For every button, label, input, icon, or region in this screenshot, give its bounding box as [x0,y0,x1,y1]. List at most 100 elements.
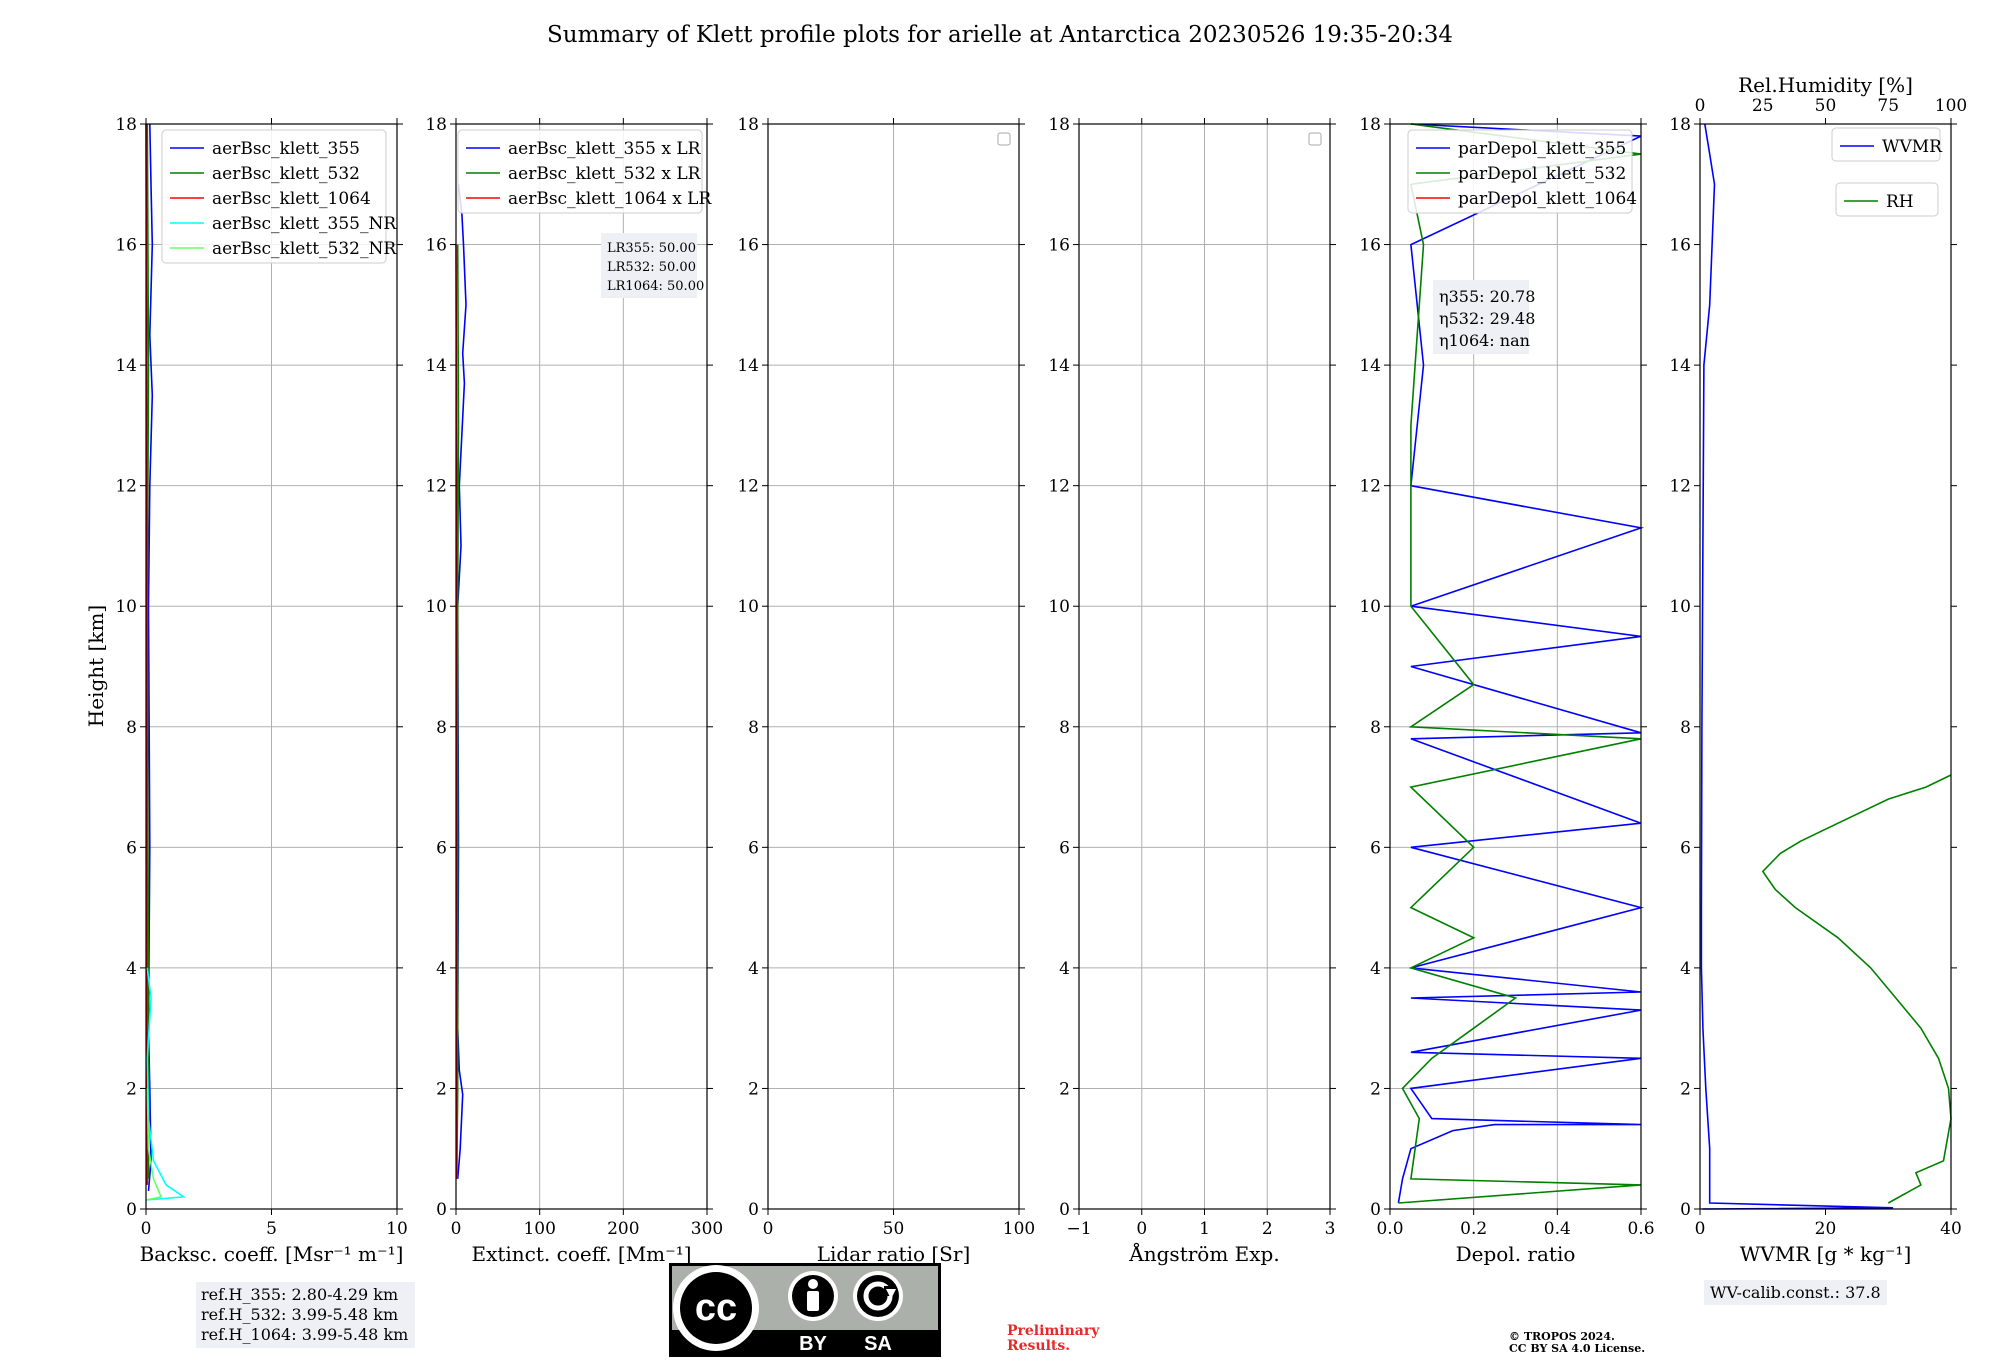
annotation-line: η1064: nan [1439,331,1530,350]
y-tick-label: 8 [748,718,759,738]
legend-entry: aerBsc_klett_355 x LR [508,139,702,159]
x2-tick-label: 25 [1752,96,1774,116]
series-line-parDepol_klett_532 [1398,123,1642,1204]
legend-backscatter [161,129,387,264]
y-tick-label: 8 [1370,718,1381,738]
y-tick-label: 16 [1669,236,1691,256]
ref-height-532: ref.H_532: 3.99-5.48 km [201,1305,399,1324]
y-tick-label: 6 [748,838,759,858]
x-axis-label: Backsc. coeff. [Msr⁻¹ m⁻¹] [140,1242,404,1266]
y-tick-label: 4 [1370,959,1381,979]
y-tick-label: 0 [436,1200,447,1220]
y-tick-label: 6 [126,838,137,858]
y-tick-label: 4 [1680,959,1691,979]
x-tick-label: 50 [883,1219,905,1239]
x-tick-label: 3 [1325,1219,1336,1239]
y-tick-label: 12 [1048,477,1070,497]
x-tick-label: 10 [386,1219,408,1239]
legend-box [1407,129,1633,214]
legend-entry: RH [1886,192,1914,212]
legend-box [1831,127,1941,162]
y-tick-label: 0 [1370,1200,1381,1220]
y-tick-label: 12 [1359,477,1381,497]
cc-license-badge: cc BY SA [668,1262,942,1358]
x-tick-label: 40 [1940,1219,1962,1239]
y-tick-label: 14 [115,356,137,376]
y-tick-label: 2 [1059,1079,1070,1099]
y-tick-label: 12 [737,477,759,497]
x-tick-label: 0.4 [1544,1219,1571,1239]
y-tick-label: 10 [1669,597,1691,617]
y-tick-label: 2 [748,1079,759,1099]
x-tick-label: 0.0 [1376,1219,1403,1239]
annotation-line: η532: 29.48 [1439,309,1535,328]
legend-entry: aerBsc_klett_355_NR [212,214,397,234]
x2-tick-label: 50 [1815,96,1837,116]
plot-frame [455,123,708,1210]
annotation-box [601,233,697,298]
y-tick-label: 2 [1680,1079,1691,1099]
x-tick-label: 0 [1695,1219,1706,1239]
y-tick-label: 16 [1359,236,1381,256]
y-tick-label: 4 [748,959,759,979]
y-tick-label: 2 [126,1079,137,1099]
y-tick-label: 14 [425,356,447,376]
y-tick-label: 10 [1359,597,1381,617]
x-tick-label: 2 [1262,1219,1273,1239]
panel-angstrom [1073,118,1336,1215]
y-tick-label: 18 [737,115,759,135]
y-tick-label: 10 [115,597,137,617]
empty-legend-lidar-ratio [997,132,1011,146]
series-line-parDepol_klett_355 [1397,123,1645,1204]
legend-box [457,129,703,214]
by-label: BY [799,1333,827,1355]
y-tick-label: 18 [425,115,447,135]
y-tick-label: 8 [436,718,447,738]
legend-box [161,129,387,264]
legend-wvmr [1831,127,1941,162]
legend-entry: parDepol_klett_355 [1458,139,1626,159]
series-line-aerBsc_klett_355_NR [145,967,187,1201]
panel-backscatter [140,118,403,1215]
y-tick-label: 14 [1048,356,1070,376]
y-tick-label: 14 [1359,356,1381,376]
x2-tick-label: 0 [1695,96,1706,116]
y-tick-label: 6 [1370,838,1381,858]
legend-entry: aerBsc_klett_355 [212,139,360,159]
panel-depol [1384,118,1647,1215]
plot-frame [1699,123,1952,1210]
x-axis-label: Ångström Exp. [1128,1241,1279,1266]
legend-entry: aerBsc_klett_532_NR [212,239,397,259]
y-tick-label: 4 [436,959,447,979]
copyright-note: © TROPOS 2024. CC BY SA 4.0 License. [1509,1330,1646,1355]
x-tick-label: 1 [1199,1219,1210,1239]
reference-height-box: ref.H_355: 2.80-4.29 km ref.H_532: 3.99-… [196,1282,415,1348]
plot-frame [1389,123,1642,1210]
y-tick-label: 12 [425,477,447,497]
annotation-line: LR1064: 50.00 [607,279,704,294]
legend-box [1835,182,1939,217]
series-line-RH [1761,774,1952,1204]
y-tick-label: 16 [737,236,759,256]
x2-tick-label: 75 [1877,96,1899,116]
y-tick-label: 10 [1048,597,1070,617]
y-tick-label: 12 [1669,477,1691,497]
legend-entry: aerBsc_klett_1064 [212,189,371,209]
annotation-line: LR532: 50.00 [607,260,696,275]
y-tick-label: 6 [1059,838,1070,858]
annotation-box [1433,280,1529,354]
cc-icon: cc [695,1287,737,1329]
y-tick-label: 18 [1669,115,1691,135]
x2-axis-label: Rel.Humidity [%] [1738,73,1913,97]
ref-height-355: ref.H_355: 2.80-4.29 km [201,1285,399,1304]
y-tick-label: 2 [1370,1079,1381,1099]
y-tick-label: 4 [1059,959,1070,979]
y-tick-label: 18 [115,115,137,135]
y-tick-label: 18 [1359,115,1381,135]
y-tick-label: 0 [748,1200,759,1220]
y-tick-label: 12 [115,477,137,497]
x-tick-label: 100 [1003,1219,1035,1239]
lidar-ratio-annotation [601,233,697,298]
panel-lidar_ratio [762,118,1025,1215]
